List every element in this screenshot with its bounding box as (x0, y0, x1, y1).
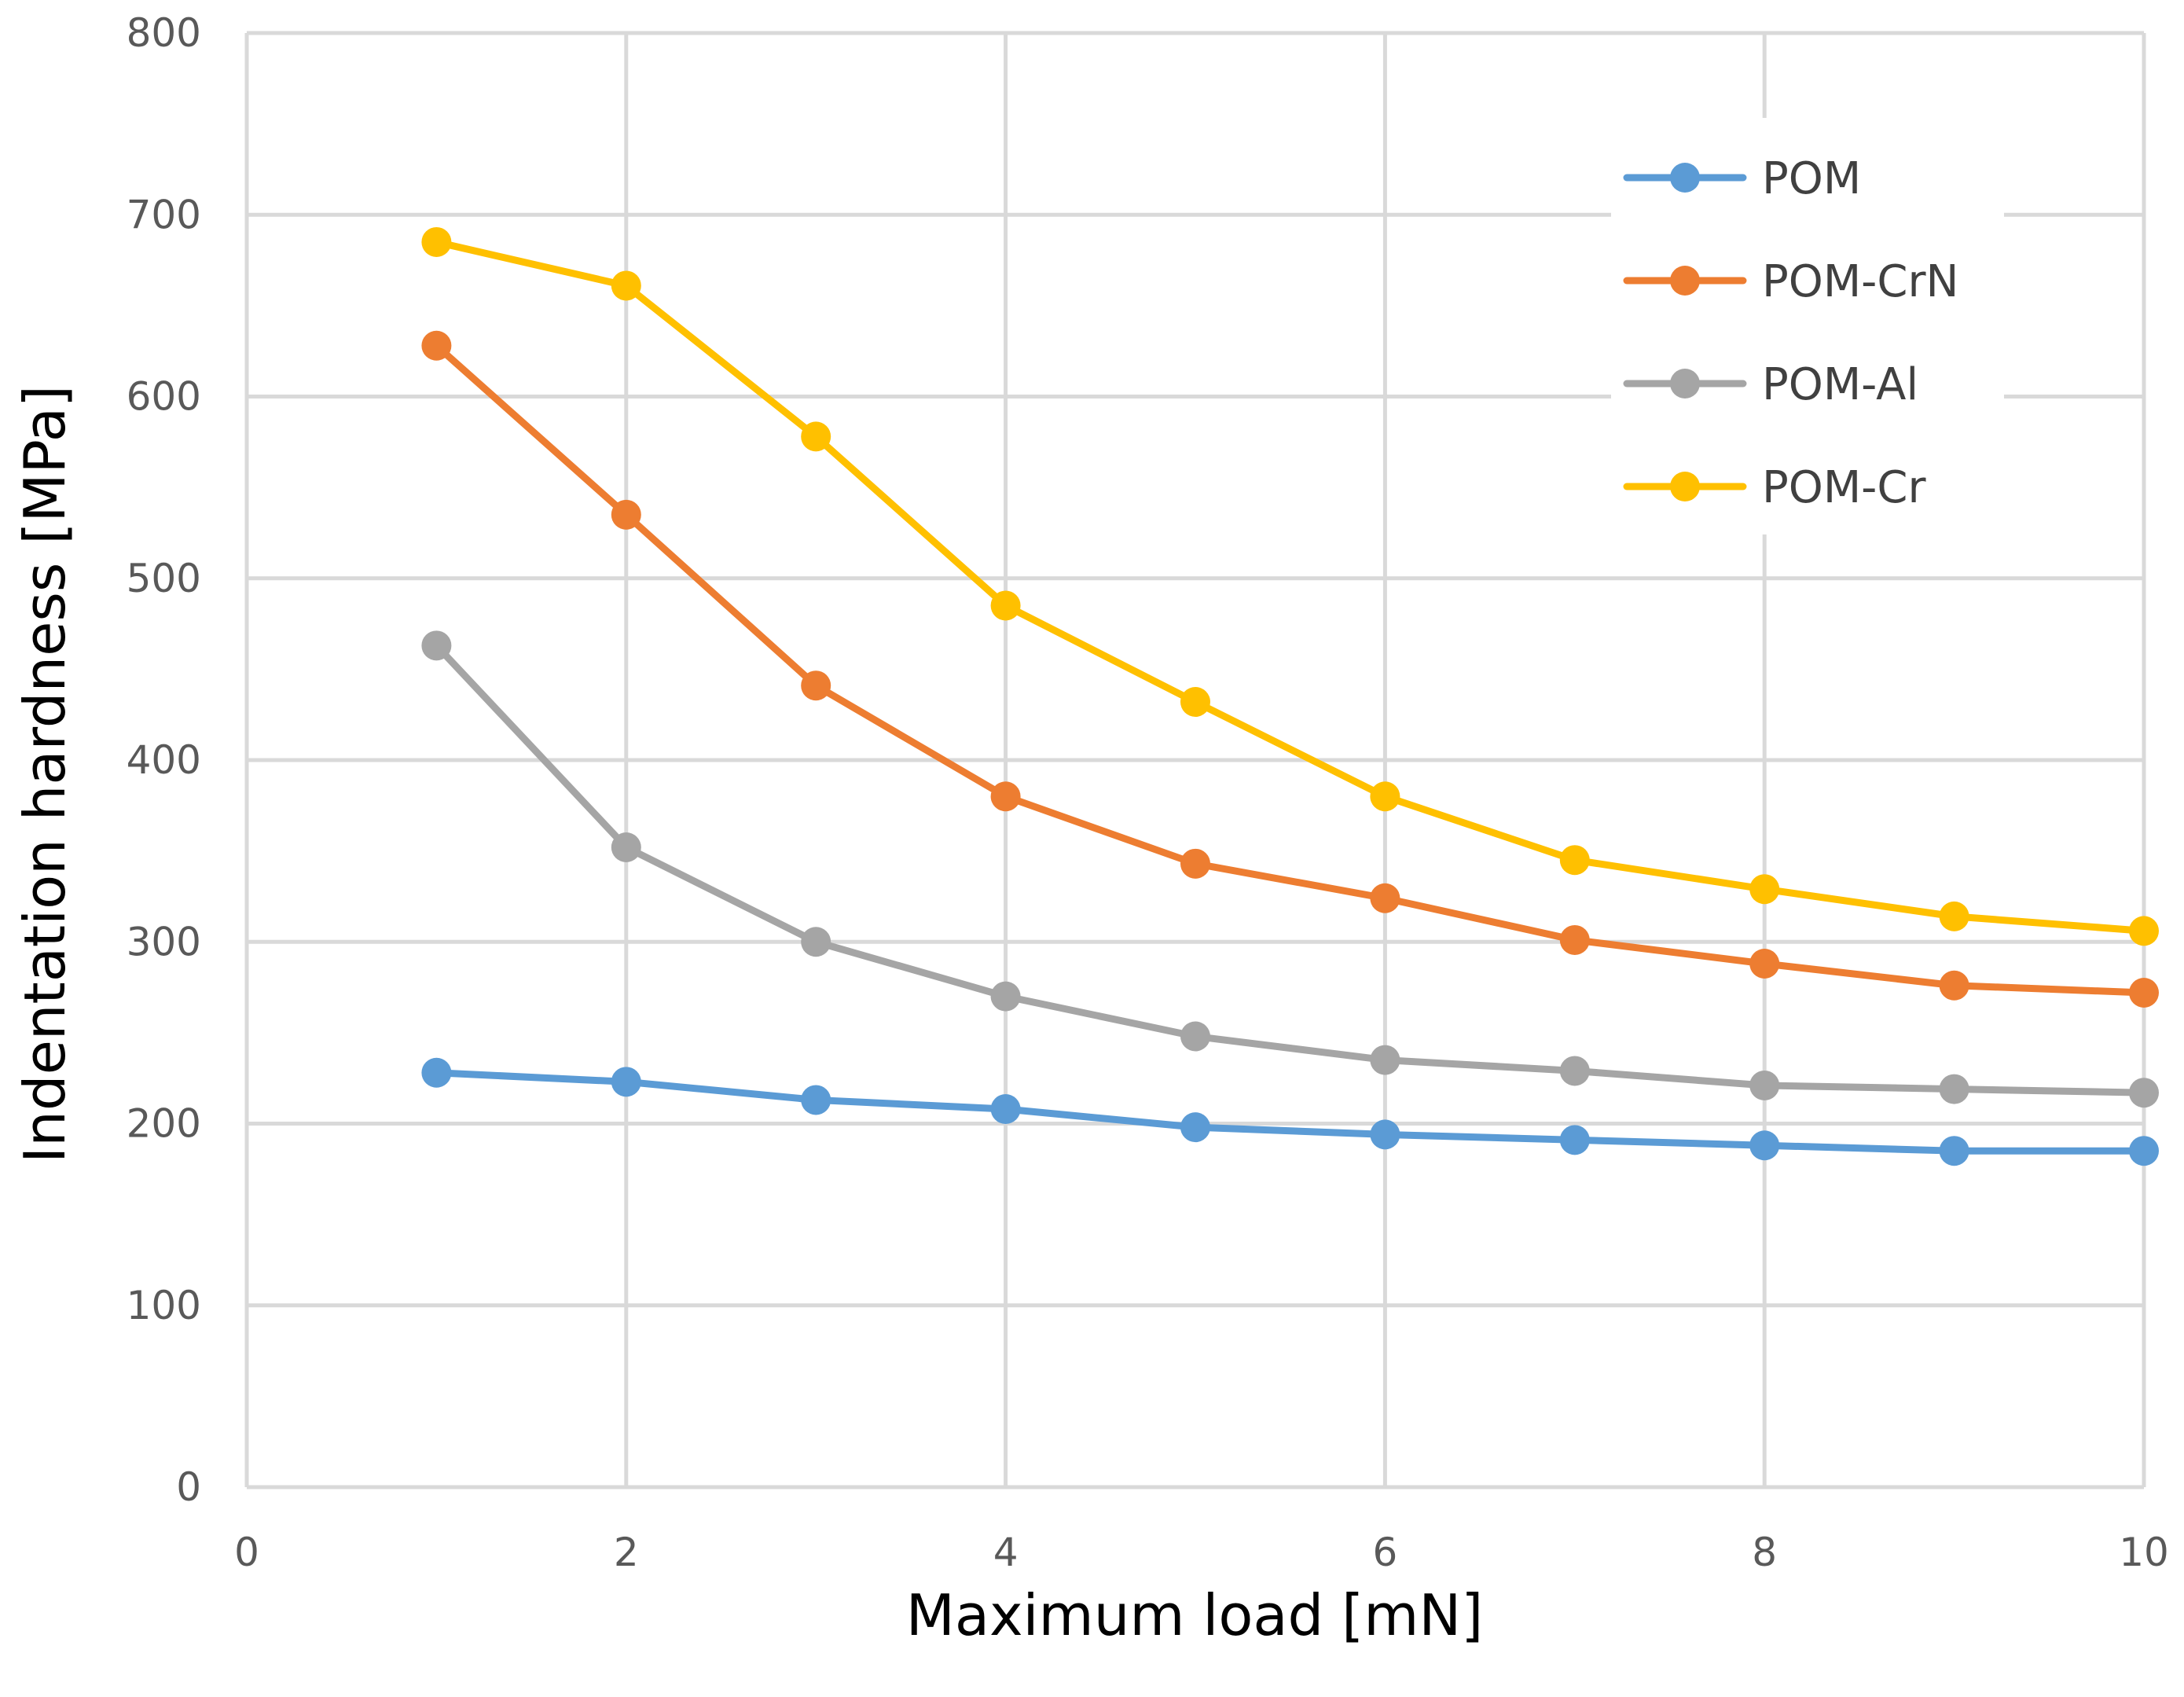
y-tick-label-200: 200 (127, 1101, 201, 1147)
data-point-pom-al-10 (2129, 1078, 2159, 1108)
data-point-pom-al-5 (1180, 1021, 1210, 1052)
series-line-pom (432, 1069, 2148, 1155)
data-point-pom-crn-4 (990, 781, 1021, 812)
data-point-pom-crn-7 (1559, 924, 1590, 955)
y-tick-label-400: 400 (127, 737, 201, 783)
data-point-pom-al-1 (421, 630, 452, 661)
x-tick-label-4: 4 (993, 1530, 1019, 1575)
data-point-pom-crn-6 (1370, 883, 1400, 913)
x-tick-label-8: 8 (1752, 1530, 1777, 1575)
data-point-pom-al-3 (801, 927, 831, 957)
series-line-pom-cr (432, 238, 2148, 935)
y-axis-tick-labels: 0 100 200 300 400 500 600 700 800 (127, 10, 201, 1510)
data-point-pom-crn-3 (801, 670, 831, 701)
data-point-pom-9 (1939, 1136, 1969, 1166)
data-point-pom-crn-10 (2129, 978, 2159, 1008)
data-point-pom-cr-4 (990, 590, 1021, 621)
data-point-pom-3 (801, 1085, 831, 1115)
series-line-pom-crn (432, 342, 2148, 997)
data-point-pom-cr-2 (611, 270, 641, 301)
data-point-pom-cr-6 (1370, 781, 1400, 812)
data-point-pom-cr-10 (2129, 916, 2159, 946)
data-point-pom-1 (421, 1057, 452, 1088)
x-tick-label-10: 10 (2119, 1530, 2169, 1575)
series-pom-al (421, 630, 2159, 1108)
data-point-pom-4 (990, 1094, 1021, 1124)
series-layer (421, 226, 2159, 1166)
legend-entry-pom-crn: POM-CrN (1623, 256, 1958, 307)
y-tick-label-800: 800 (127, 10, 201, 56)
data-point-pom-cr-3 (801, 421, 831, 452)
data-point-pom-al-9 (1939, 1074, 1969, 1104)
data-point-pom-8 (1749, 1130, 1780, 1161)
legend-label-pom: POM (1762, 153, 1861, 204)
data-point-pom-al-8 (1749, 1070, 1780, 1100)
data-point-pom-6 (1370, 1119, 1400, 1150)
series-pom-crn (421, 330, 2159, 1008)
data-point-pom-cr-1 (421, 226, 452, 257)
legend-marker-pom-cr (1670, 472, 1700, 501)
legend-label-pom-cr: POM-Cr (1762, 462, 1926, 513)
y-tick-label-100: 100 (127, 1283, 201, 1328)
data-point-pom-crn-2 (611, 499, 641, 530)
data-point-pom-al-6 (1370, 1045, 1400, 1075)
x-tick-label-2: 2 (614, 1530, 639, 1575)
x-axis-title: Maximum load [mN] (906, 1582, 1484, 1648)
data-point-pom-cr-8 (1749, 874, 1780, 905)
series-pom (421, 1057, 2159, 1166)
data-point-pom-2 (611, 1067, 641, 1097)
legend-label-pom-crn: POM-CrN (1762, 256, 1958, 307)
data-point-pom-cr-9 (1939, 901, 1969, 931)
data-point-pom-al-4 (990, 981, 1021, 1012)
y-tick-label-0: 0 (176, 1464, 201, 1510)
legend-entry-pom-al: POM-Al (1623, 359, 1918, 410)
legend-label-pom-al: POM-Al (1762, 359, 1918, 410)
y-tick-label-600: 600 (127, 374, 201, 420)
data-point-pom-crn-8 (1749, 949, 1780, 979)
data-point-pom-5 (1180, 1112, 1210, 1143)
y-axis-title: Indentation hardness [MPa] (12, 385, 78, 1163)
x-tick-label-0: 0 (234, 1530, 259, 1575)
legend-entry-pom-cr: POM-Cr (1623, 462, 1926, 513)
series-pom-cr (421, 226, 2159, 946)
data-point-pom-al-7 (1559, 1056, 1590, 1086)
y-tick-label-700: 700 (127, 192, 201, 237)
data-point-pom-crn-9 (1939, 970, 1969, 1001)
series-line-pom-al (432, 641, 2148, 1096)
x-axis-tick-labels: 0 2 4 6 8 10 (234, 1530, 2169, 1575)
data-point-pom-7 (1559, 1125, 1590, 1155)
x-tick-label-6: 6 (1372, 1530, 1397, 1575)
legend-marker-pom-al (1670, 369, 1700, 399)
legend: POM POM-CrN POM-Al POM-Cr (1611, 118, 2004, 534)
legend-entry-pom: POM (1623, 153, 1861, 204)
y-tick-label-300: 300 (127, 919, 201, 964)
legend-marker-pom (1670, 163, 1700, 193)
legend-marker-pom-crn (1670, 266, 1700, 296)
data-point-pom-crn-5 (1180, 848, 1210, 879)
data-point-pom-cr-7 (1559, 845, 1590, 876)
y-tick-label-500: 500 (127, 556, 201, 601)
data-point-pom-crn-1 (421, 330, 452, 361)
data-point-pom-al-2 (611, 832, 641, 862)
data-point-pom-10 (2129, 1136, 2159, 1166)
data-point-pom-cr-5 (1180, 687, 1210, 717)
